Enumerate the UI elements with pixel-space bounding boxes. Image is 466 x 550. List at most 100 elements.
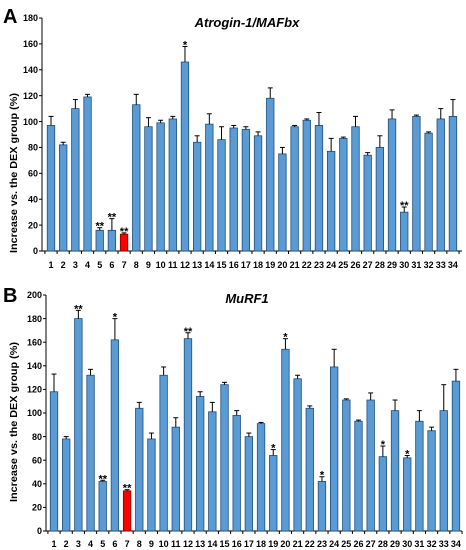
x-tick-label: 14: [204, 260, 214, 270]
x-tick-label: 29: [390, 539, 400, 549]
x-tick-label: 20: [280, 539, 290, 549]
bar: [62, 438, 71, 532]
x-tick-label: 13: [192, 260, 202, 270]
bar: [281, 348, 290, 532]
x-tick-label: 5: [100, 539, 105, 549]
x-tick-label: 34: [448, 260, 458, 270]
bar: [305, 407, 314, 532]
significance-marker: **: [123, 483, 132, 495]
x-tick-label: 23: [314, 260, 324, 270]
x-tick-label: 8: [137, 539, 142, 549]
x-tick-label: 26: [353, 539, 363, 549]
bar: [269, 455, 278, 532]
significance-marker: *: [405, 448, 410, 460]
x-tick-label: 17: [241, 260, 251, 270]
y-tick-label: 120: [23, 91, 38, 101]
bar: [290, 126, 299, 252]
bar: [205, 123, 214, 252]
x-tick-label: 4: [88, 539, 93, 549]
significance-marker: *: [381, 439, 386, 451]
bar: [339, 137, 348, 252]
bar: [326, 150, 336, 252]
x-tick-label: 15: [220, 539, 230, 549]
x-tick-label: 7: [125, 539, 130, 549]
bar: [180, 61, 190, 252]
bar: [400, 211, 409, 252]
bar: [363, 154, 372, 252]
x-tick-label: 21: [290, 260, 300, 270]
panel-b: B MuRF1 Increase vs. the DEX group (%) 0 20 4…: [3, 285, 463, 549]
x-tick-label: 25: [341, 539, 351, 549]
bar: [427, 430, 436, 532]
y-tick-label: 0: [37, 526, 42, 536]
x-tick-label: 5: [97, 260, 102, 270]
bar: [107, 229, 117, 252]
x-tick-label: 27: [366, 539, 376, 549]
bar: [229, 127, 238, 252]
y-tick-label: 0: [33, 246, 38, 256]
bar: [220, 384, 229, 532]
x-tick-label: 10: [156, 260, 166, 270]
x-tick-label: 30: [402, 539, 412, 549]
y-tick-label: 40: [28, 194, 38, 204]
bar: [59, 144, 68, 252]
x-tick-label: 34: [451, 539, 461, 549]
x-tick-label: 28: [375, 260, 385, 270]
bar: [390, 410, 400, 532]
x-tick-label: 31: [414, 539, 424, 549]
bar: [302, 119, 311, 252]
bar: [217, 139, 226, 252]
bar: [232, 414, 241, 532]
y-tick-label: 80: [32, 432, 42, 442]
bar: [147, 438, 156, 532]
bar: [256, 423, 266, 532]
bar: [98, 481, 107, 532]
panel-a: A Atrogin-1/MAFbx Increase vs. the DEX gro…: [3, 6, 462, 270]
panel-label: A: [3, 6, 17, 28]
bar: [329, 366, 339, 532]
bar: [122, 490, 132, 532]
bar: [168, 118, 177, 252]
y-tick-label: 60: [28, 169, 38, 179]
x-tick-label: 18: [256, 539, 266, 549]
x-tick-label: 22: [305, 539, 315, 549]
x-tick-label: 13: [195, 539, 205, 549]
x-tick-label: 6: [112, 539, 117, 549]
y-tick-label: 20: [28, 220, 38, 230]
x-tick-label: 26: [350, 260, 360, 270]
x-tick-label: 17: [244, 539, 254, 549]
y-tick-label: 40: [32, 479, 42, 489]
x-tick-label: 3: [73, 260, 78, 270]
bar: [196, 396, 205, 532]
bar: [83, 96, 92, 252]
bar: [135, 407, 144, 532]
x-tick-label: 6: [109, 260, 114, 270]
y-tick-label: 180: [23, 13, 38, 23]
bar: [424, 132, 433, 252]
significance-marker: *: [113, 312, 118, 324]
y-tick-label: 140: [27, 361, 42, 371]
significance-marker: **: [108, 212, 117, 224]
x-tick-label: 9: [146, 260, 151, 270]
y-tick-label: 60: [32, 455, 42, 465]
x-tick-label: 25: [338, 260, 348, 270]
x-tick-label: 20: [277, 260, 287, 270]
y-axis-title: Increase vs. the DEX group (%): [8, 342, 20, 502]
x-tick-label: 1: [48, 260, 53, 270]
x-tick-label: 2: [64, 539, 69, 549]
x-tick-label: 11: [171, 539, 181, 549]
chart-title: Atrogin-1/MAFbx: [194, 15, 300, 30]
bar: [266, 97, 275, 252]
bar: [354, 420, 363, 532]
x-tick-label: 21: [293, 539, 303, 549]
x-tick-label: 10: [159, 539, 169, 549]
y-tick-label: 160: [23, 39, 38, 49]
x-tick-label: 24: [329, 539, 339, 549]
bar: [293, 378, 302, 532]
x-tick-label: 24: [326, 260, 336, 270]
x-tick-label: 18: [253, 260, 263, 270]
y-tick-label: 160: [27, 337, 42, 347]
x-tick-label: 2: [61, 260, 66, 270]
bar: [171, 426, 180, 532]
